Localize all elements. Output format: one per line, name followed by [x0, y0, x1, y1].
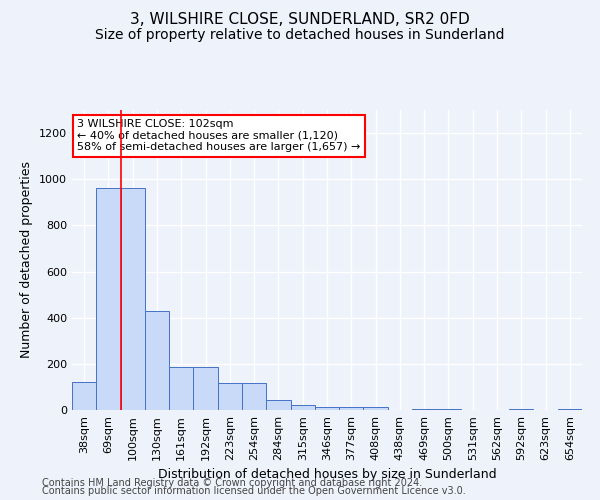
Text: Contains public sector information licensed under the Open Government Licence v3: Contains public sector information licen…: [42, 486, 466, 496]
Bar: [436, 409, 461, 410]
Bar: [218, 384, 242, 410]
X-axis label: Distribution of detached houses by size in Sunderland: Distribution of detached houses by size …: [158, 468, 496, 481]
Bar: [364, 406, 388, 410]
Bar: [412, 409, 436, 410]
Y-axis label: Number of detached properties: Number of detached properties: [20, 162, 34, 358]
Bar: [145, 311, 169, 410]
Bar: [193, 368, 218, 410]
Bar: [339, 406, 364, 410]
Bar: [266, 400, 290, 410]
Text: Contains HM Land Registry data © Crown copyright and database right 2024.: Contains HM Land Registry data © Crown c…: [42, 478, 422, 488]
Text: 3 WILSHIRE CLOSE: 102sqm
← 40% of detached houses are smaller (1,120)
58% of sem: 3 WILSHIRE CLOSE: 102sqm ← 40% of detach…: [77, 119, 361, 152]
Text: Size of property relative to detached houses in Sunderland: Size of property relative to detached ho…: [95, 28, 505, 42]
Bar: [121, 188, 145, 410]
Bar: [169, 368, 193, 410]
Bar: [290, 406, 315, 410]
Bar: [72, 382, 96, 410]
Text: 3, WILSHIRE CLOSE, SUNDERLAND, SR2 0FD: 3, WILSHIRE CLOSE, SUNDERLAND, SR2 0FD: [130, 12, 470, 28]
Bar: [96, 188, 121, 410]
Bar: [558, 409, 582, 410]
Bar: [242, 384, 266, 410]
Bar: [315, 406, 339, 410]
Bar: [509, 409, 533, 410]
